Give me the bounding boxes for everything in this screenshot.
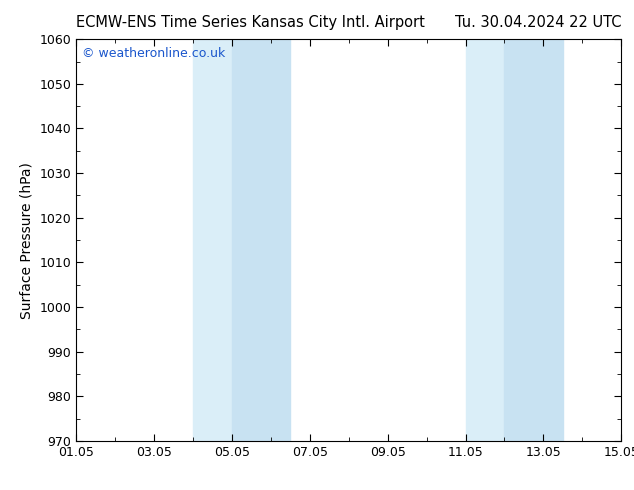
Text: Tu. 30.04.2024 22 UTC: Tu. 30.04.2024 22 UTC [455, 15, 621, 30]
Bar [465, 39, 505, 441]
Bar [232, 39, 290, 441]
Bar [505, 39, 563, 441]
Text: ECMW-ENS Time Series Kansas City Intl. Airport: ECMW-ENS Time Series Kansas City Intl. A… [76, 15, 425, 30]
Y-axis label: Surface Pressure (hPa): Surface Pressure (hPa) [20, 162, 34, 318]
Bar [193, 39, 232, 441]
Text: © weatheronline.co.uk: © weatheronline.co.uk [82, 47, 225, 60]
